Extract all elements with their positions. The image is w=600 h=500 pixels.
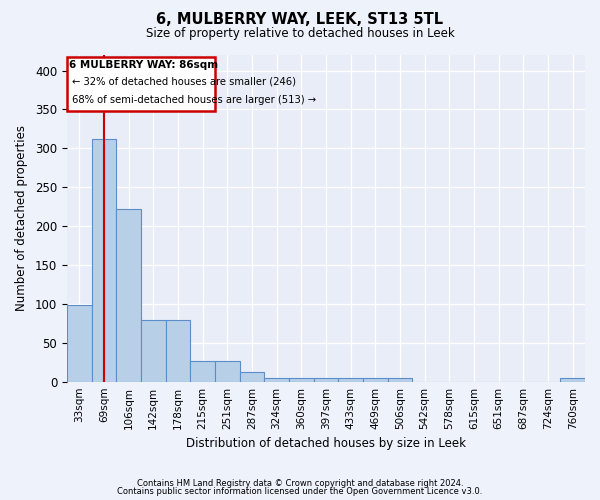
FancyBboxPatch shape [67, 56, 215, 111]
Bar [67, 306, 92, 382]
Bar [363, 378, 388, 382]
Text: 68% of semi-detached houses are larger (513) →: 68% of semi-detached houses are larger (… [72, 95, 316, 105]
Bar [215, 362, 239, 382]
Bar [141, 320, 166, 382]
Text: ← 32% of detached houses are smaller (246): ← 32% of detached houses are smaller (24… [72, 76, 296, 86]
Bar [289, 378, 314, 382]
Text: Contains HM Land Registry data © Crown copyright and database right 2024.: Contains HM Land Registry data © Crown c… [137, 478, 463, 488]
Bar [388, 378, 412, 382]
Text: Contains public sector information licensed under the Open Government Licence v3: Contains public sector information licen… [118, 487, 482, 496]
X-axis label: Distribution of detached houses by size in Leek: Distribution of detached houses by size … [186, 437, 466, 450]
Text: Size of property relative to detached houses in Leek: Size of property relative to detached ho… [146, 28, 454, 40]
Bar [264, 378, 289, 382]
Bar [560, 378, 585, 382]
Text: 6, MULBERRY WAY, LEEK, ST13 5TL: 6, MULBERRY WAY, LEEK, ST13 5TL [157, 12, 443, 28]
Y-axis label: Number of detached properties: Number of detached properties [15, 126, 28, 312]
Bar [166, 320, 190, 382]
Text: 6 MULBERRY WAY: 86sqm: 6 MULBERRY WAY: 86sqm [69, 60, 218, 70]
Bar [239, 372, 264, 382]
Bar [314, 378, 338, 382]
Bar [116, 209, 141, 382]
Bar [92, 139, 116, 382]
Bar [190, 362, 215, 382]
Bar [338, 378, 363, 382]
